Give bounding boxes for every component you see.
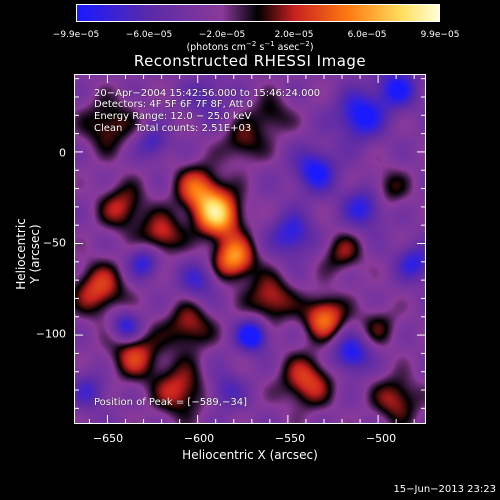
y-axis-label: Heliocentric Y (arcsec) <box>14 218 42 290</box>
footer-timestamp: 15−Jun−2013 23:23 <box>393 484 496 495</box>
colorbar-tick: −6.0e−05 <box>125 30 173 40</box>
x-tick-label: −650 <box>92 432 124 445</box>
x-tick-label: −550 <box>274 432 306 445</box>
detectors-annotation: Detectors: 4F 5F 6F 7F 8F, Att 0 <box>94 99 254 110</box>
method-counts-annotation: Clean Total counts: 2.51E+03 <box>94 123 252 134</box>
y-tick-label: −50 <box>42 236 66 250</box>
heatmap-image <box>75 75 425 423</box>
peak-position-annotation: Position of Peak = [−589,−34] <box>94 397 247 408</box>
colorbar-tick: 6.0e−05 <box>347 30 387 40</box>
colorbar-units: (photons cm−2 s−1 asec−2) <box>186 40 314 54</box>
energy-range-annotation: Energy Range: 12.0 − 25.0 keV <box>94 111 252 122</box>
colorbar <box>76 4 440 22</box>
colorbar-tick: 2.0e−05 <box>274 30 314 40</box>
colorbar-tick: −2.0e−05 <box>198 30 246 40</box>
y-tick-label: 0 <box>59 146 66 160</box>
plot-frame <box>74 74 426 424</box>
colorbar-tick: 9.9e−05 <box>420 30 460 40</box>
x-tick-label: −500 <box>365 432 397 445</box>
x-axis-label: Heliocentric X (arcsec) <box>182 448 318 462</box>
time-range-annotation: 20−Apr−2004 15:42:56.000 to 15:46:24.000 <box>94 88 321 99</box>
x-tick-label: −600 <box>183 432 215 445</box>
colorbar-tick: −9.9e−05 <box>52 30 100 40</box>
y-tick-label: −100 <box>35 327 66 341</box>
chart-title: Reconstructed RHESSI Image <box>133 52 367 70</box>
